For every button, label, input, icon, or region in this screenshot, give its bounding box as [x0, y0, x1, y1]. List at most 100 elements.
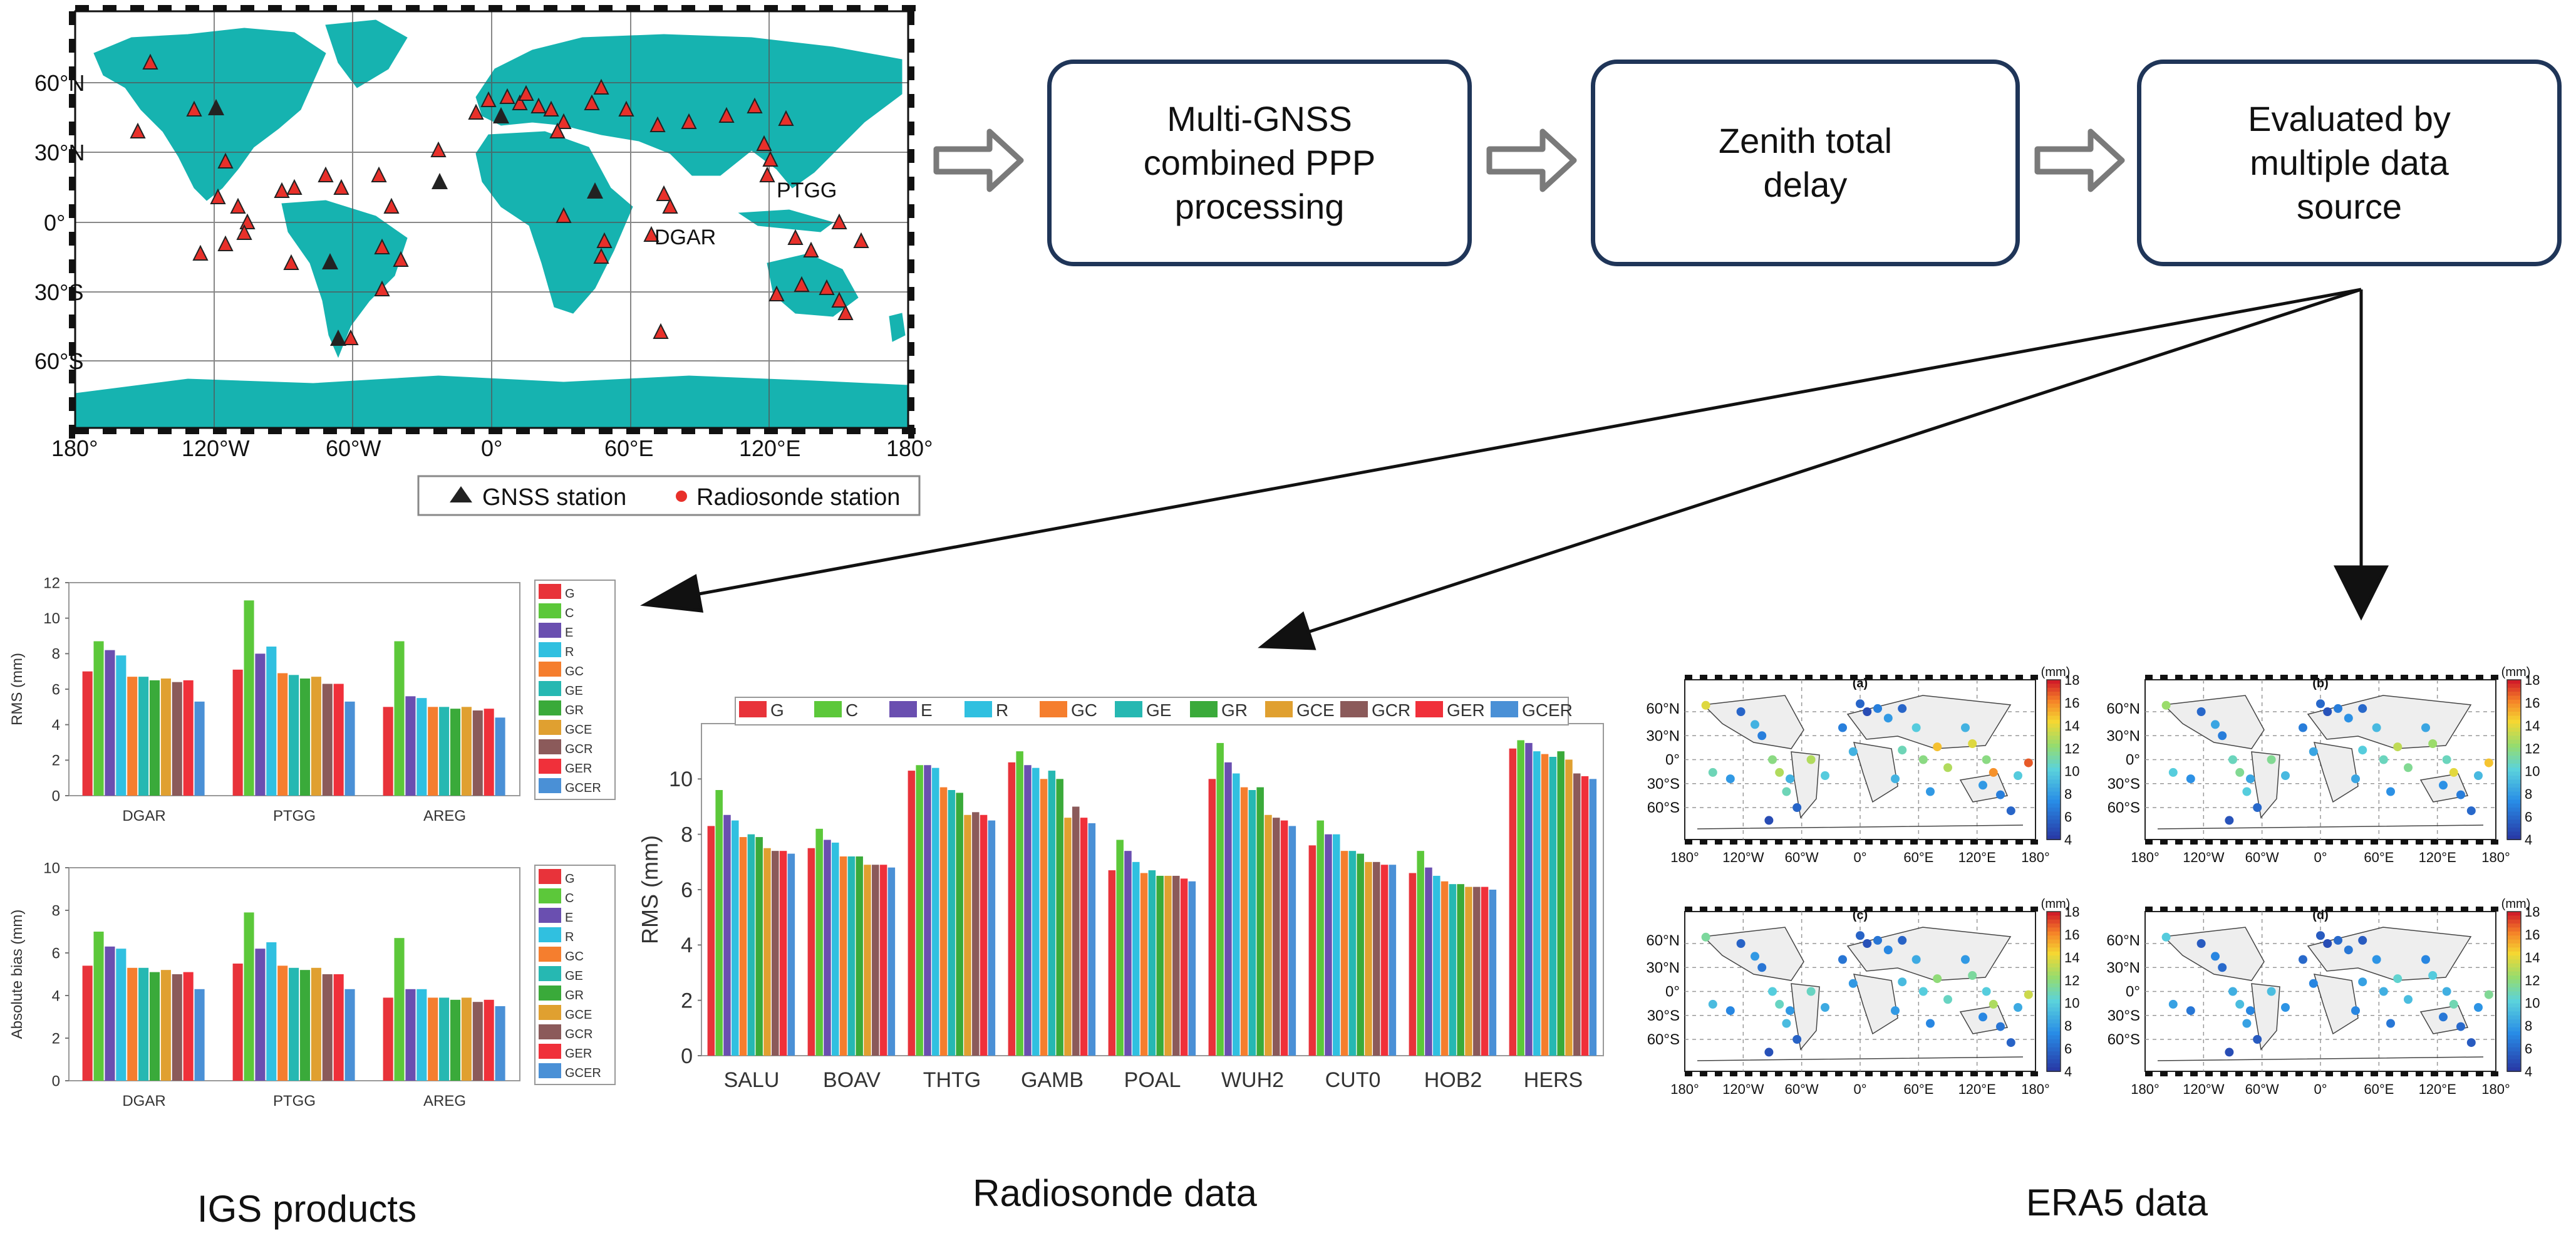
era5-station-dot	[2344, 714, 2353, 723]
era5-lon-label: 60°E	[2364, 1081, 2394, 1097]
frame-tick	[2000, 907, 2008, 912]
station-label-dgar: DGAR	[654, 226, 716, 249]
legend-swatch-e	[539, 908, 561, 923]
frame-tick	[1745, 1071, 1752, 1076]
colorbar-segment	[2047, 1051, 2061, 1056]
frame-tick	[1715, 1071, 1722, 1076]
station-map: 60°N 30°N 0° 30°S 60°S 180° 120°W 60°W 0…	[34, 5, 933, 516]
era5-station-dot	[1863, 939, 1872, 948]
bar-e-thtg	[924, 765, 931, 1056]
frame-tick	[2341, 675, 2348, 680]
bar-gce-dgar	[160, 679, 171, 796]
era5-coastlines	[1697, 695, 2024, 830]
colorbar-segment	[2507, 939, 2521, 944]
frame-tick	[1790, 907, 1798, 912]
radiosonde-dot	[602, 239, 607, 244]
bar-gce-cut0	[1365, 861, 1372, 1056]
category-label: AREG	[423, 1093, 466, 1110]
era5-station-dot	[2168, 767, 2178, 777]
era5-station-dot	[1838, 955, 1847, 964]
era5-station-dot	[1891, 774, 1900, 784]
frame-tick	[2310, 675, 2318, 680]
radiosonde-dot	[192, 107, 197, 112]
era5-station-dot	[1979, 781, 1987, 790]
colorbar-tick-label: 10	[2525, 996, 2540, 1011]
era5-station-dot	[2211, 952, 2220, 961]
radiosonde-dot	[198, 251, 203, 256]
bar-gc-ptgg	[277, 965, 288, 1081]
frame-tick	[1880, 907, 1888, 912]
frame-tick	[1910, 907, 1918, 912]
frame-tick	[2220, 907, 2228, 912]
colorbar-segment	[2507, 744, 2521, 749]
bar-gr-thtg	[956, 793, 963, 1056]
y-tick-label: 12	[43, 575, 60, 591]
era5-station-dot	[2393, 974, 2403, 984]
colorbar-segment	[2507, 1051, 2521, 1056]
bar-gcr-ptgg	[322, 974, 333, 1081]
colorbar-segment	[2047, 736, 2061, 741]
era5-lon-label: 120°E	[2419, 850, 2456, 865]
frame-tick	[1775, 840, 1782, 845]
radiosonde-dot	[549, 107, 554, 112]
radiosonde-dot	[436, 148, 441, 153]
frame-tick	[2015, 1071, 2023, 1076]
frame-tick	[1745, 840, 1752, 845]
colorbar-segment	[2047, 707, 2061, 712]
map-gridlines	[75, 11, 908, 428]
category-label: THTG	[923, 1068, 981, 1092]
era5-station-dot	[1943, 995, 1952, 1004]
era5-station-dot	[1898, 746, 1907, 755]
frame-tick	[2386, 907, 2393, 912]
radiosonde-dot	[245, 220, 250, 225]
bar-gr-ptgg	[299, 970, 311, 1081]
era5-station-dot	[2428, 971, 2438, 980]
era5-station-dot	[2466, 1038, 2476, 1048]
era5-station-dot	[2299, 955, 2307, 964]
frame-tick	[2220, 840, 2228, 845]
era5-lon-label: 120°E	[2419, 1081, 2456, 1097]
bar-g-hers	[1509, 748, 1517, 1056]
lat-label: 30°S	[34, 279, 83, 305]
era5-station-dot	[1764, 816, 1774, 825]
era5-station-dot	[2344, 945, 2353, 955]
era5-lat-label: 30°S	[2108, 1007, 2140, 1024]
hollow-arrow-3	[2034, 128, 2125, 192]
era5-station-dot	[1782, 787, 1791, 796]
bar-gce-wuh2	[1265, 814, 1272, 1056]
frame-tick	[2235, 907, 2243, 912]
bar-gce-areg	[461, 997, 472, 1081]
bar-gcer-ptgg	[344, 989, 355, 1081]
legend-label: GR	[565, 704, 584, 717]
legend-swatch-gc	[1040, 701, 1067, 717]
legend-swatch-gr	[539, 700, 561, 715]
bar-r-gamb	[1032, 767, 1040, 1056]
colorbar-tick-label: 8	[2525, 786, 2532, 802]
y-tick-label: 6	[681, 878, 693, 902]
bar-gc-gamb	[1040, 779, 1048, 1056]
y-tick-label: 0	[52, 788, 60, 804]
colorbar-segment	[2507, 947, 2521, 952]
era5-station-dot	[2456, 790, 2465, 799]
indonesia	[738, 209, 834, 232]
legend-swatch-gr	[539, 986, 561, 1001]
bar-c-areg	[394, 641, 405, 796]
category-label: DGAR	[122, 808, 165, 824]
bar-gc-dgar	[127, 967, 138, 1081]
frame-tick	[1865, 907, 1873, 912]
caption-radiosonde-data: Radiosonde data	[973, 1172, 1257, 1214]
colorbar-unit: (mm)	[2041, 665, 2071, 679]
bar-g-areg	[383, 707, 393, 796]
era5-station-dot	[2267, 987, 2276, 996]
frame-tick	[2446, 840, 2453, 845]
bar-ge-dgar	[138, 967, 149, 1081]
frame-tick	[2030, 907, 2038, 912]
panel-label: (a)	[1853, 677, 1868, 690]
era5-station-dot	[2006, 806, 2015, 816]
frame-tick	[1865, 675, 1873, 680]
bar-gcr-areg	[472, 710, 483, 796]
bar-c-ptgg	[244, 600, 254, 796]
radiosonde-dot	[505, 95, 510, 100]
colorbar-segment	[2507, 811, 2521, 816]
lon-label: 180°	[51, 435, 98, 461]
